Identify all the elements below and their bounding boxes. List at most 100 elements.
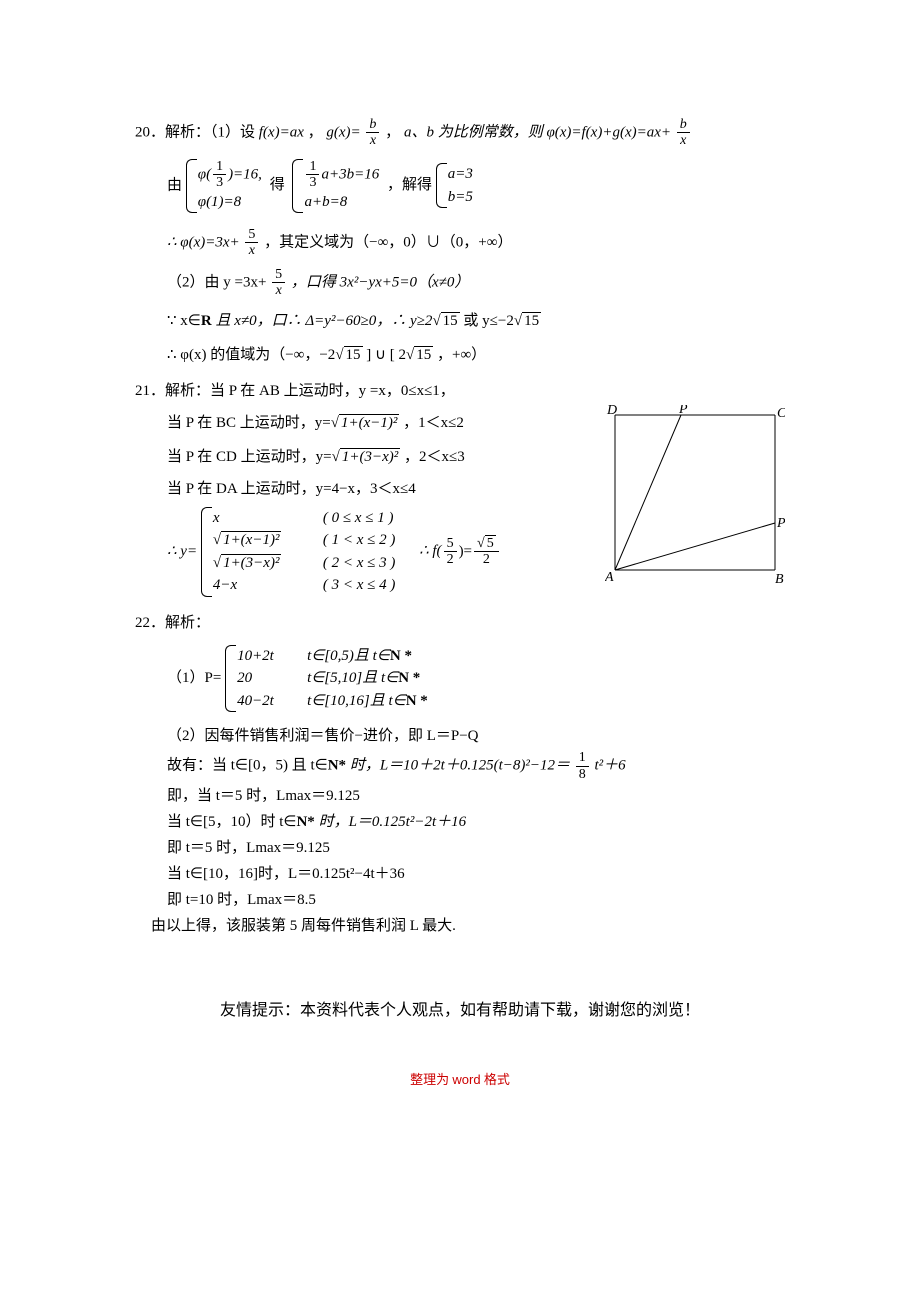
text: ，+∞） xyxy=(437,347,486,363)
label-B: B xyxy=(775,572,784,587)
text: 故有：当 t∈[0，5) 且 t∈ xyxy=(167,757,328,773)
radicand: 1+(3−x)² xyxy=(340,448,400,465)
text: )=16, xyxy=(228,166,262,182)
brace-system-1: φ(13)=16, φ(1)=8 xyxy=(186,159,262,213)
text: （2）由 y =3x+ xyxy=(167,274,266,290)
p22-part1: （1）P= 10+2tt∈[0,5)且 t∈N * 20t∈[5,10]且 t∈… xyxy=(135,645,785,713)
p21-bc: 当 P 在 BC 上运动时，y=1+(x−1)² ，1＜x≤2 xyxy=(135,411,545,435)
label-A: A xyxy=(605,570,614,585)
text: ， xyxy=(308,124,323,140)
text: 时，L＝0.125t²−2t＋16 xyxy=(319,814,467,830)
radicand: 15 xyxy=(344,346,363,363)
text: 格式 xyxy=(481,1072,510,1087)
text: 当 t∈[5，10）时 t∈ xyxy=(167,814,296,830)
text: a+b=8 xyxy=(304,191,379,214)
N: N* xyxy=(328,757,346,773)
sqrt: 15 xyxy=(406,343,433,367)
N: N* xyxy=(296,814,314,830)
p20-phi-result: ∴ φ(x)=3x+ 5x ，其定义域为（−∞，0）∪（0，+∞） xyxy=(135,227,785,259)
brace-system-2: 13a+3b=16 a+b=8 xyxy=(292,159,379,213)
radicand: 1+(3−x)² xyxy=(221,554,281,571)
text: 当 P 在 CD 上运动时，y= xyxy=(167,449,332,465)
text: ∵ x∈ xyxy=(167,313,201,329)
sqrt: 1+(x−1)² xyxy=(331,411,400,435)
p20-delta: ∵ x∈R 且 x≠0，⼝∴ Δ=y²−60≥0，∴ y≥215 或 y≤−21… xyxy=(135,309,785,333)
numerator: 1 xyxy=(576,750,589,765)
text: b=5 xyxy=(448,186,473,209)
p21-header: 21．解析：当 P 在 AB 上运动时，y =x，0≤x≤1， xyxy=(135,379,785,403)
text: ，解得 xyxy=(387,177,432,193)
footer-note: 友情提示：本资料代表个人观点，如有帮助请下载，谢谢您的浏览！ xyxy=(135,998,785,1024)
sqrt: 15 xyxy=(514,309,541,333)
sqrt: 1+(3−x)² xyxy=(332,445,401,469)
text: （1）P= xyxy=(167,670,221,686)
brace-cases: x( 0 ≤ x ≤ 1 ) 1+(x−1)²( 1 < x ≤ 2 ) 1+(… xyxy=(201,507,396,597)
expr: 10+2t xyxy=(237,645,307,668)
radicand: 5 xyxy=(485,535,496,551)
numerator: 5 xyxy=(272,267,285,282)
p22-header: 22．解析： xyxy=(135,611,785,635)
cond: ( 0 ≤ x ≤ 1 ) xyxy=(323,510,394,526)
expr: x xyxy=(213,507,323,530)
text: g(x)= xyxy=(326,124,360,140)
text: 当 P 在 BC 上运动时，y= xyxy=(167,415,331,431)
brace-P: 10+2tt∈[0,5)且 t∈N * 20t∈[5,10]且 t∈N * 40… xyxy=(225,645,428,713)
text: word xyxy=(452,1072,480,1087)
cond: t∈[10,16]且 t∈ xyxy=(307,693,406,709)
p20-part2: （2）由 y =3x+ 5x ，⼝得 3x²−yx+5=0（x≠0） xyxy=(135,267,785,299)
fraction: b x xyxy=(366,117,379,149)
brace-system-3: a=3 b=5 xyxy=(436,163,473,208)
text: 整理为 xyxy=(410,1072,452,1087)
quadrilateral-diagram: D P C P A B xyxy=(605,405,785,595)
expr: 20 xyxy=(237,667,307,690)
text: ∴ φ(x)=3x+ xyxy=(167,234,240,250)
p21-cases: ∴ y= x( 0 ≤ x ≤ 1 ) 1+(x−1)²( 1 < x ≤ 2 … xyxy=(135,507,545,597)
numerator: 5 xyxy=(444,536,457,551)
p22-l1: 故有：当 t∈[0，5) 且 t∈N* 时，L＝10＋2t＋0.125(t−8)… xyxy=(135,750,785,782)
expr: 40−2t xyxy=(237,690,307,713)
text: R xyxy=(201,313,212,329)
text: φ(1)=8 xyxy=(198,191,262,214)
p22-l3: 当 t∈[5，10）时 t∈N* 时，L＝0.125t²−2t＋16 xyxy=(135,810,785,834)
text: 当 P 在 DA 上运动时，y=4−x，3＜x≤4 xyxy=(167,481,416,497)
numerator: b xyxy=(366,117,379,132)
p21-da: 当 P 在 DA 上运动时，y=4−x，3＜x≤4 xyxy=(135,477,545,501)
N: N * xyxy=(390,648,412,664)
numerator: 5 xyxy=(474,536,499,551)
text: t²＋6 xyxy=(594,757,625,773)
problem-21: 21．解析：当 P 在 AB 上运动时，y =x，0≤x≤1， 当 P 在 BC… xyxy=(135,379,785,599)
p21-cd: 当 P 在 CD 上运动时，y=1+(3−x)² ，2＜x≤3 xyxy=(135,445,545,469)
text: φ( xyxy=(198,166,211,182)
p22-part2-header: （2）因每件销售利润＝售价−进价，即 L＝P−Q xyxy=(135,724,785,748)
text: ， xyxy=(385,124,400,140)
text: f(x)=ax xyxy=(259,124,304,140)
text: ∴ φ(x) 的值域为（−∞，−2 xyxy=(167,347,335,363)
text: ] ∪ [ 2 xyxy=(366,347,406,363)
N: N * xyxy=(398,670,420,686)
text: ∴ f( xyxy=(419,543,441,559)
cond: t∈[5,10]且 t∈ xyxy=(307,670,398,686)
N: N * xyxy=(406,693,428,709)
text: 或 y≤−2 xyxy=(463,313,513,329)
text: )= xyxy=(459,543,472,559)
fraction: b x xyxy=(677,117,690,149)
label-D: D xyxy=(606,405,617,418)
problem-20: 20．解析：（1）设 f(x)=ax ， g(x)= b x ， a、b 为比例… xyxy=(135,117,785,367)
denominator: 3 xyxy=(306,174,319,190)
sqrt: 15 xyxy=(432,309,459,333)
denominator: 2 xyxy=(444,551,457,567)
numerator: b xyxy=(677,117,690,132)
cond: t∈[0,5)且 t∈ xyxy=(307,648,390,664)
p22-conclude: 由以上得，该服装第 5 周每件销售利润 L 最大. xyxy=(135,914,785,938)
label-P2: P xyxy=(776,516,785,531)
cond: ( 1 < x ≤ 2 ) xyxy=(323,532,396,548)
text: ，1＜x≤2 xyxy=(403,415,464,431)
p22-l6: 即 t=10 时，Lmax＝8.5 xyxy=(135,888,785,912)
text: a+3b=16 xyxy=(321,166,379,182)
footer-small: 整理为 word 格式 xyxy=(135,1070,785,1091)
text: 由 xyxy=(167,177,182,193)
text: ∴ y= xyxy=(167,543,197,559)
sqrt: 1+(3−x)² xyxy=(213,552,282,575)
denominator: x xyxy=(272,282,285,298)
text: a=3 xyxy=(448,163,473,186)
